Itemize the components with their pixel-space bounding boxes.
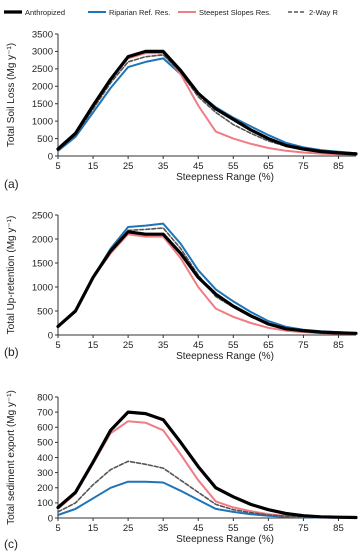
- y-tick-label: 2500: [32, 210, 53, 221]
- x-tick-label: 65: [263, 340, 274, 351]
- x-tick-label: 85: [333, 161, 344, 172]
- y-tick-label: 3000: [32, 47, 53, 58]
- series-line-anthropized: [56, 230, 358, 335]
- x-tick-label: 85: [333, 523, 344, 534]
- x-tick-label: 75: [298, 340, 309, 351]
- legend-label: 2-Way R: [309, 8, 338, 17]
- x-tick-label: 75: [298, 523, 309, 534]
- series-line-anthropized: [56, 410, 358, 520]
- legend-item: Steepest Slopes Res.: [178, 8, 271, 17]
- series-line-anthropized: [56, 49, 358, 156]
- x-tick-label: 75: [298, 161, 309, 172]
- x-tick-label: 25: [123, 523, 134, 534]
- legend: Anthropized Riparian Ref. Res. Steepest Sl…: [4, 8, 338, 17]
- legend-label: Riparian Ref. Res.: [109, 8, 170, 17]
- panel-label: (c): [4, 537, 18, 551]
- x-tick-label: 85: [333, 340, 344, 351]
- legend-item: Anthropized: [4, 8, 65, 17]
- y-tick-label: 1500: [32, 99, 53, 110]
- x-axis-title: Steepness Range (%): [176, 351, 274, 362]
- x-tick-label: 35: [158, 340, 169, 351]
- series-line-steepest-slopes-res: [57, 52, 357, 156]
- y-tick-label: 3500: [32, 29, 53, 40]
- x-axis-title: Steepness Range (%): [176, 534, 274, 545]
- y-tick-label: 500: [37, 306, 53, 317]
- legend-label: Steepest Slopes Res.: [199, 8, 271, 17]
- legend-item: Riparian Ref. Res.: [88, 8, 170, 17]
- y-tick-label: 300: [37, 468, 53, 479]
- y-tick-label: 500: [37, 134, 53, 145]
- series-line-riparian-ref-res: [57, 57, 357, 155]
- series-line-riparian-ref-res: [57, 480, 357, 519]
- y-tick-label: 0: [48, 330, 53, 341]
- series-line-2-way-r: [57, 54, 357, 156]
- x-tick-label: 65: [263, 523, 274, 534]
- y-tick-label: 1500: [32, 258, 53, 269]
- y-axis-title: Total Soil Loss (Mg y⁻¹): [6, 43, 17, 147]
- y-tick-label: 200: [37, 483, 53, 494]
- y-tick-label: 800: [37, 392, 53, 403]
- x-tick-label: 15: [88, 523, 99, 534]
- legend-item: 2-Way R: [288, 8, 338, 17]
- y-tick-label: 600: [37, 423, 53, 434]
- x-tick-label: 25: [123, 340, 134, 351]
- x-tick-label: 5: [55, 523, 60, 534]
- chart-panel-a: 0 500 1000 1500 2000 2500 3000 3500 5 15 25 35 45 55 6…: [4, 29, 358, 191]
- x-tick-label: 45: [193, 523, 204, 534]
- y-axis-title: Total Up-retention (Mg y⁻¹): [6, 216, 17, 335]
- x-tick-label: 55: [228, 523, 239, 534]
- y-tick-label: 1000: [32, 116, 53, 127]
- x-tick-label: 45: [193, 340, 204, 351]
- x-tick-label: 35: [158, 523, 169, 534]
- x-tick-label: 15: [88, 161, 99, 172]
- y-tick-label: 1000: [32, 282, 53, 293]
- x-tick-label: 5: [55, 161, 60, 172]
- y-tick-label: 500: [37, 438, 53, 449]
- chart-panel-b: 0 500 1000 1500 2000 2500 5 15 25 35 45 55 65 75 85 Ste…: [4, 210, 358, 362]
- x-tick-label: 55: [228, 161, 239, 172]
- x-tick-label: 35: [158, 161, 169, 172]
- x-tick-label: 25: [123, 161, 134, 172]
- y-tick-label: 400: [37, 453, 53, 464]
- x-tick-label: 45: [193, 161, 204, 172]
- x-tick-label: 5: [55, 340, 60, 351]
- x-axis-title: Steepness Range (%): [176, 172, 274, 183]
- chart-panel-c: 0 100 200 300 400 500 600 700 800 5 15 25 35 45 55 65 75…: [4, 390, 358, 551]
- series-line-steepest-slopes-res: [57, 420, 357, 519]
- x-tick-label: 15: [88, 340, 99, 351]
- y-tick-label: 700: [37, 407, 53, 418]
- panel-label: (a): [4, 177, 19, 191]
- y-tick-label: 0: [48, 513, 53, 524]
- x-tick-label: 55: [228, 340, 239, 351]
- y-tick-label: 0: [48, 151, 53, 162]
- y-tick-label: 2500: [32, 64, 53, 75]
- panel-label: (b): [4, 345, 19, 359]
- y-tick-label: 2000: [32, 234, 53, 245]
- series-line-riparian-ref-res: [57, 222, 357, 335]
- legend-label: Anthropized: [25, 8, 65, 17]
- y-axis-title: Total sediment export (Mg y⁻¹): [6, 390, 17, 525]
- x-tick-label: 65: [263, 161, 274, 172]
- y-tick-label: 2000: [32, 82, 53, 93]
- y-tick-label: 100: [37, 498, 53, 509]
